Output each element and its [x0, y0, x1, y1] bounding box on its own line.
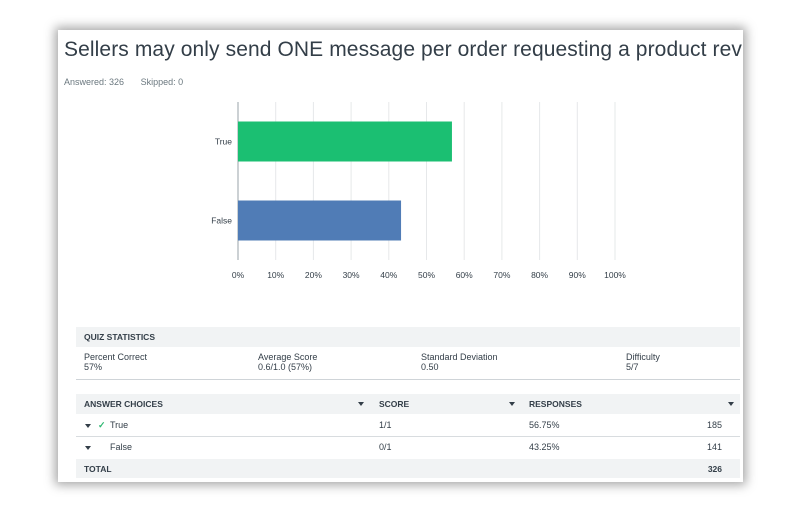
table-row[interactable]: ✓ True 1/1 56.75% 185: [76, 415, 740, 437]
x-tick-label: 0%: [232, 270, 245, 280]
answer-score: 1/1: [379, 420, 392, 430]
answer-choice: False: [110, 442, 133, 452]
answer-table-header: ANSWER CHOICES SCORE RESPONSES: [76, 394, 740, 414]
stat-label: Percent Correct: [84, 352, 148, 362]
x-tick-label: 70%: [493, 270, 510, 280]
stat-value: 57%: [84, 362, 103, 372]
answer-score: 0/1: [379, 442, 392, 452]
expand-row-icon[interactable]: [85, 446, 91, 450]
x-tick-label: 60%: [456, 270, 473, 280]
response-summary: Answered: 326 Skipped: 0: [64, 77, 197, 87]
quiz-statistics-header: QUIZ STATISTICS: [76, 327, 740, 347]
answer-choice: True: [110, 420, 129, 430]
answer-percent: 56.75%: [529, 420, 560, 430]
quiz-statistics-title: QUIZ STATISTICS: [84, 332, 155, 342]
skipped-count: Skipped: 0: [140, 77, 184, 87]
stat-percent-correct: Percent Correct 57%: [84, 352, 147, 372]
stat-average-score: Average Score 0.6/1.0 (57%): [258, 352, 317, 372]
x-tick-label: 10%: [267, 270, 284, 280]
answer-count: 185: [706, 420, 722, 430]
stat-label: Standard Deviation: [421, 352, 498, 362]
answered-count: Answered: 326: [64, 77, 125, 87]
stat-label: Average Score: [258, 352, 318, 362]
bar-true: [238, 121, 452, 162]
stat-standard-deviation: Standard Deviation 0.50: [421, 352, 498, 372]
category-label: False: [211, 216, 232, 226]
expand-row-icon[interactable]: [85, 424, 91, 428]
correct-check-icon: ✓: [98, 420, 106, 430]
bar-false: [238, 200, 402, 241]
x-tick-label: 40%: [380, 270, 397, 280]
x-tick-label: 50%: [418, 270, 435, 280]
question-card: Sellers may only send ONE message per or…: [58, 30, 743, 482]
sort-score-icon[interactable]: [509, 402, 515, 406]
score-column-header[interactable]: SCORE: [379, 399, 410, 409]
category-label: True: [215, 137, 232, 147]
sort-choices-icon[interactable]: [358, 402, 364, 406]
divider: [76, 379, 740, 380]
total-row: TOTAL 326: [76, 459, 740, 478]
stat-difficulty: Difficulty 5/7: [626, 352, 660, 372]
responses-column-header[interactable]: RESPONSES: [529, 399, 582, 409]
stat-value: 0.6/1.0 (57%): [258, 362, 313, 372]
x-tick-label: 100%: [604, 270, 626, 280]
answer-count: 141: [706, 442, 722, 452]
stat-label: Difficulty: [626, 352, 660, 362]
answer-percent: 43.25%: [529, 442, 560, 452]
table-row[interactable]: False 0/1 43.25% 141: [76, 437, 740, 458]
x-tick-label: 80%: [531, 270, 548, 280]
total-label: TOTAL: [84, 464, 112, 474]
stat-value: 5/7: [626, 362, 639, 372]
x-tick-label: 90%: [569, 270, 586, 280]
total-count: 326: [707, 464, 722, 474]
answer-choices-column-header[interactable]: ANSWER CHOICES: [84, 399, 163, 409]
question-title: Sellers may only send ONE message per or…: [64, 38, 743, 61]
stat-value: 0.50: [421, 362, 439, 372]
sort-responses-icon[interactable]: [728, 402, 734, 406]
x-tick-label: 20%: [305, 270, 322, 280]
x-tick-label: 30%: [343, 270, 360, 280]
response-bar-chart: 0% 10% 20% 30% 40% 50% 60% 70% 80% 90% 100% True Fal…: [211, 102, 626, 280]
